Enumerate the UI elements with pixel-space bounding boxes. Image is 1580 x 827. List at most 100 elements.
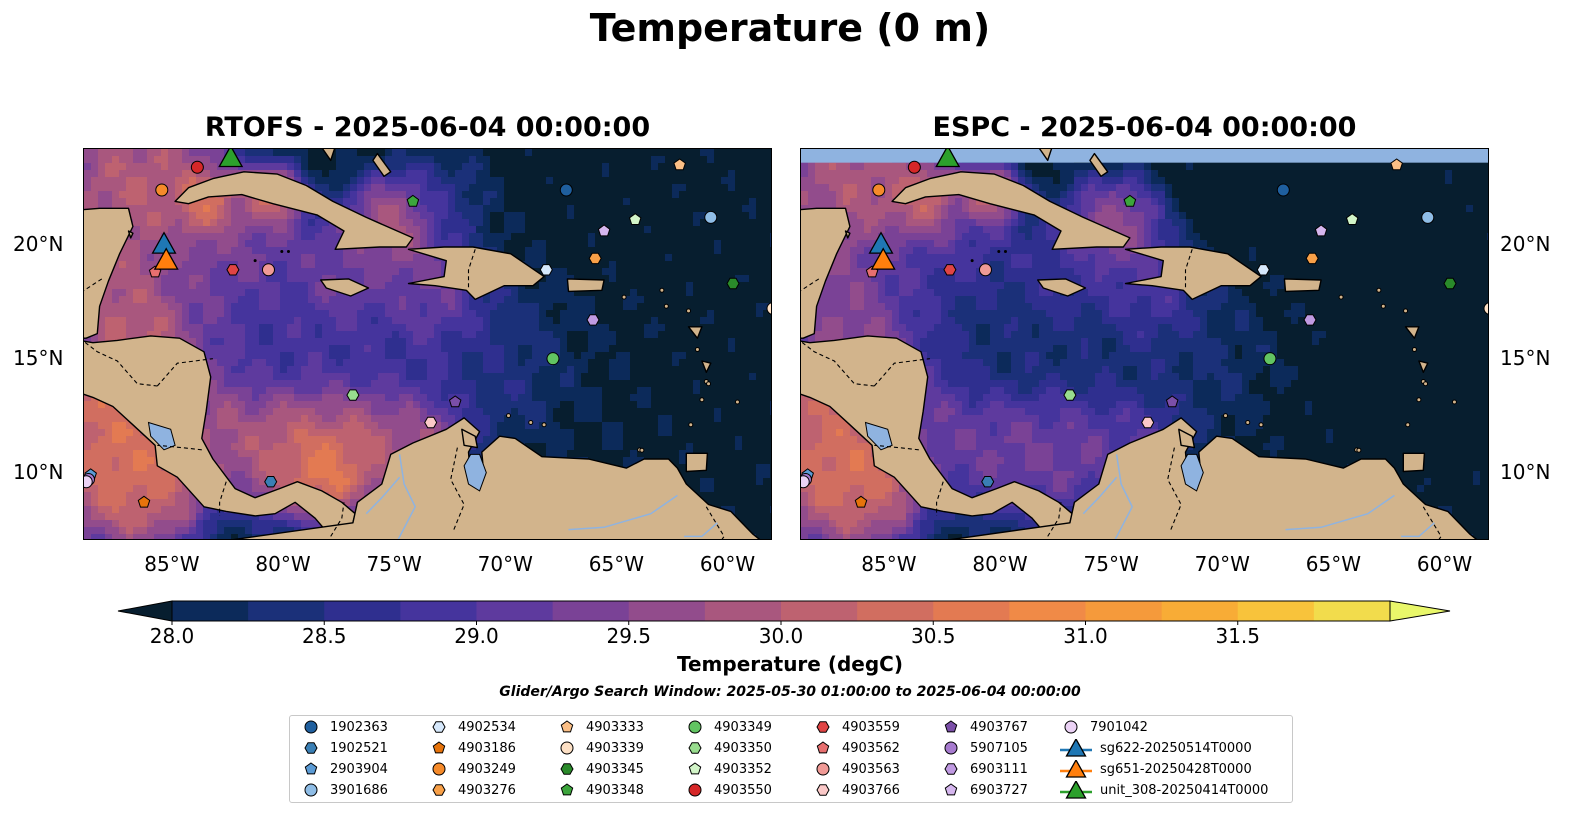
argo-marker-4903333 bbox=[673, 158, 686, 171]
legend-marker-2903904 bbox=[304, 762, 318, 775]
colorbar-tick-6: 31.0 bbox=[1063, 624, 1108, 648]
espc-map[interactable] bbox=[800, 148, 1489, 540]
legend-item-4902534: 4902534 bbox=[428, 718, 516, 736]
legend-symbol-4903559 bbox=[816, 721, 830, 733]
argo-marker-4903766 bbox=[424, 416, 438, 429]
land-puertorico bbox=[1283, 278, 1322, 293]
colorbar-segment-7 bbox=[704, 601, 782, 621]
legend-item-4903550: 4903550 bbox=[684, 781, 772, 799]
legend-label: 7901042 bbox=[1090, 719, 1148, 735]
legend-item-4903352: 4903352 bbox=[684, 760, 772, 778]
legend-symbol-sg651-20250428T0000 bbox=[1060, 760, 1092, 778]
argo-marker-1902521 bbox=[981, 476, 995, 488]
small-island-7 bbox=[694, 347, 700, 353]
small-island-8 bbox=[1451, 399, 1457, 405]
legend-item-4903186: 4903186 bbox=[428, 739, 516, 757]
legend-symbol-4903767 bbox=[944, 720, 958, 733]
small-island-7 bbox=[1411, 347, 1417, 353]
legend-item-4903562: 4903562 bbox=[812, 739, 900, 757]
legend-symbol-6903111 bbox=[944, 763, 958, 775]
argo-marker-4903352 bbox=[1345, 213, 1359, 225]
lat-tick-label-left-0: 20°N bbox=[13, 231, 64, 256]
country-border-2 bbox=[156, 358, 213, 387]
colorbar-segment-12 bbox=[1085, 601, 1163, 621]
legend-symbol-sg622-20250514T0000 bbox=[1060, 739, 1092, 757]
lat-tick-label-right-1: 15°N bbox=[1500, 345, 1551, 370]
argo-marker-4903348 bbox=[406, 194, 420, 207]
legend-marker-4903339 bbox=[560, 741, 574, 755]
legend-item-4903349: 4903349 bbox=[684, 718, 772, 736]
lon-tick-label-0-2: 75°W bbox=[366, 552, 422, 576]
country-border-1 bbox=[801, 340, 875, 387]
legend-marker-4903186 bbox=[432, 741, 446, 754]
legend-item-4903345: 4903345 bbox=[556, 760, 644, 778]
legend-item-7901042: 7901042 bbox=[1060, 718, 1148, 736]
colorbar-segment-6 bbox=[628, 601, 706, 621]
river-0 bbox=[1114, 454, 1134, 539]
argo-marker-4903767 bbox=[1165, 395, 1179, 408]
legend-symbol-4903249 bbox=[432, 762, 446, 776]
rtofs-map[interactable] bbox=[83, 148, 772, 540]
gliders bbox=[868, 149, 961, 270]
country-border-5 bbox=[1047, 502, 1062, 537]
argo-marker-1902363 bbox=[1276, 183, 1290, 197]
legend-symbol-6903727 bbox=[944, 783, 958, 796]
land-cuba bbox=[891, 171, 1131, 251]
country-border-1 bbox=[84, 340, 158, 387]
argo-marker-4902534 bbox=[539, 264, 553, 276]
legend-marker-4903350 bbox=[688, 742, 702, 754]
legend-item-unit_308-20250414T0000: unit_308-20250414T0000 bbox=[1060, 781, 1268, 799]
argo-marker-4903350 bbox=[346, 389, 360, 401]
legend-label: 2903904 bbox=[330, 761, 388, 777]
river-0 bbox=[397, 454, 417, 539]
small-island-2 bbox=[1416, 397, 1422, 403]
land-guadeloupe bbox=[687, 326, 703, 339]
legend-label: 4903345 bbox=[586, 761, 644, 777]
colorbar-tick-1: 28.5 bbox=[301, 624, 347, 648]
land-jamaica bbox=[1036, 278, 1087, 297]
colorbar-segment-4 bbox=[476, 601, 554, 621]
legend-label: 4903333 bbox=[586, 719, 644, 735]
search-window-text: Glider/Argo Search Window: 2025-05-30 01… bbox=[499, 684, 1081, 700]
land-trinidad bbox=[1402, 452, 1426, 473]
legend-marker-4903249 bbox=[432, 762, 446, 776]
lake-maracaibo bbox=[463, 453, 487, 492]
colorbar-tick-7: 31.5 bbox=[1215, 624, 1261, 648]
argo-marker-6903111 bbox=[586, 314, 600, 326]
land-yucatan bbox=[801, 207, 851, 339]
small-island-4 bbox=[659, 287, 665, 293]
land-hispaniola bbox=[407, 246, 545, 301]
cayman-island-0 bbox=[253, 259, 257, 263]
legend-marker-4903276 bbox=[432, 784, 446, 796]
colorbar-tick-3: 29.5 bbox=[606, 624, 652, 648]
small-island-12 bbox=[1258, 422, 1264, 428]
legend-label: 4903276 bbox=[458, 782, 516, 798]
land-jamaica bbox=[319, 278, 370, 297]
legend-marker-3901686 bbox=[304, 783, 318, 797]
legend-item-sg622-20250514T0000: sg622-20250514T0000 bbox=[1060, 739, 1252, 757]
legend-label: sg651-20250428T0000 bbox=[1100, 761, 1252, 777]
small-island-14 bbox=[1356, 447, 1362, 453]
legend-item-1902363: 1902363 bbox=[300, 718, 388, 736]
legend-symbol-4903350 bbox=[688, 742, 702, 754]
legend-label: 6903111 bbox=[970, 761, 1028, 777]
legend-marker-4903345 bbox=[560, 763, 574, 775]
legend-item-4903563: 4903563 bbox=[812, 760, 900, 778]
land-yucatan bbox=[84, 207, 134, 339]
legend-symbol-4903345 bbox=[560, 763, 574, 775]
small-island-14 bbox=[639, 447, 645, 453]
small-island-10 bbox=[528, 419, 534, 425]
legend-item-sg651-20250428T0000: sg651-20250428T0000 bbox=[1060, 760, 1252, 778]
lon-tick-label-0-1: 80°W bbox=[255, 552, 311, 576]
colorbar-tick-4: 30.0 bbox=[758, 624, 804, 648]
legend-item-1902521: 1902521 bbox=[300, 739, 388, 757]
legend-triangle-sg651-20250428T0000 bbox=[1065, 760, 1087, 778]
argo-marker-4903766 bbox=[1141, 416, 1155, 429]
legend-symbol-4903276 bbox=[432, 784, 446, 796]
small-island-0 bbox=[686, 308, 692, 314]
lake-nicaragua bbox=[864, 421, 893, 451]
small-island-3 bbox=[688, 422, 694, 428]
colorbar-tick-0: 28.0 bbox=[149, 624, 195, 648]
river-1 bbox=[1285, 494, 1395, 531]
land-trinidad bbox=[685, 452, 709, 473]
